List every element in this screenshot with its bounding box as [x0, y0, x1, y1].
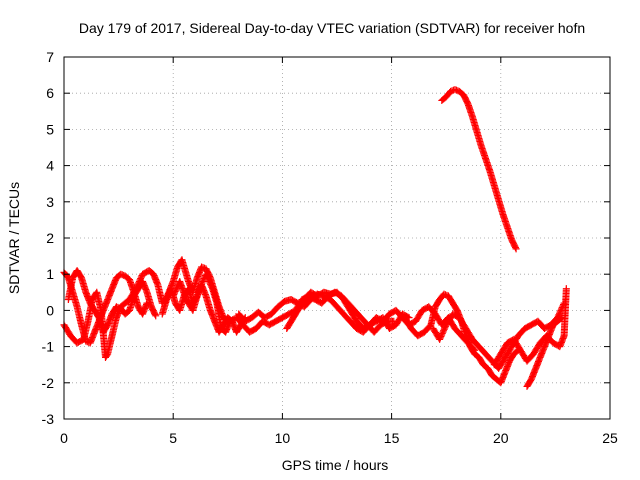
y-tick-label: -3: [42, 411, 55, 427]
x-tick-label: 25: [602, 430, 618, 446]
series-sat-g: [235, 290, 413, 336]
y-tick-label: 2: [46, 230, 54, 246]
x-tick-label: 5: [169, 430, 177, 446]
data-point-marker: [558, 314, 566, 322]
y-tick-label: 5: [46, 121, 54, 137]
data-point-marker: [151, 311, 159, 319]
data-point-marker: [511, 244, 519, 252]
y-tick-label: -2: [42, 375, 55, 391]
x-tick-label: 0: [60, 430, 68, 446]
y-tick-label: 6: [46, 85, 54, 101]
x-tick-label: 20: [493, 430, 509, 446]
y-tick-label: 7: [46, 49, 54, 65]
y-tick-label: -1: [42, 339, 55, 355]
y-tick-label: 4: [46, 158, 54, 174]
data-point-marker: [152, 312, 160, 320]
series-sat-f: [169, 270, 398, 336]
data-point-marker: [562, 285, 570, 293]
data-point-marker: [512, 245, 520, 253]
y-tick-label: 1: [46, 266, 54, 282]
series-sat-c: [64, 267, 160, 336]
series-sat-l: [523, 314, 566, 390]
y-tick-label: 3: [46, 194, 54, 210]
series-sat-m: [438, 86, 520, 253]
axis-ticks: 0 5 10 15 20 25 -3 -2 -1 0 1 2 3 4 5 6 7: [42, 49, 618, 446]
y-axis-title: SDTVAR / TECUs: [6, 182, 22, 294]
x-tick-label: 15: [384, 430, 400, 446]
y-tick-label: 0: [46, 302, 54, 318]
x-tick-label: 10: [275, 430, 291, 446]
grid-lines: [64, 57, 610, 419]
data-point-marker: [557, 315, 565, 323]
series-sat-e: [158, 281, 249, 336]
x-axis-title: GPS time / hours: [282, 457, 389, 473]
data-points: [60, 86, 570, 390]
chart-title: Day 179 of 2017, Sidereal Day-to-day VTE…: [79, 20, 585, 36]
